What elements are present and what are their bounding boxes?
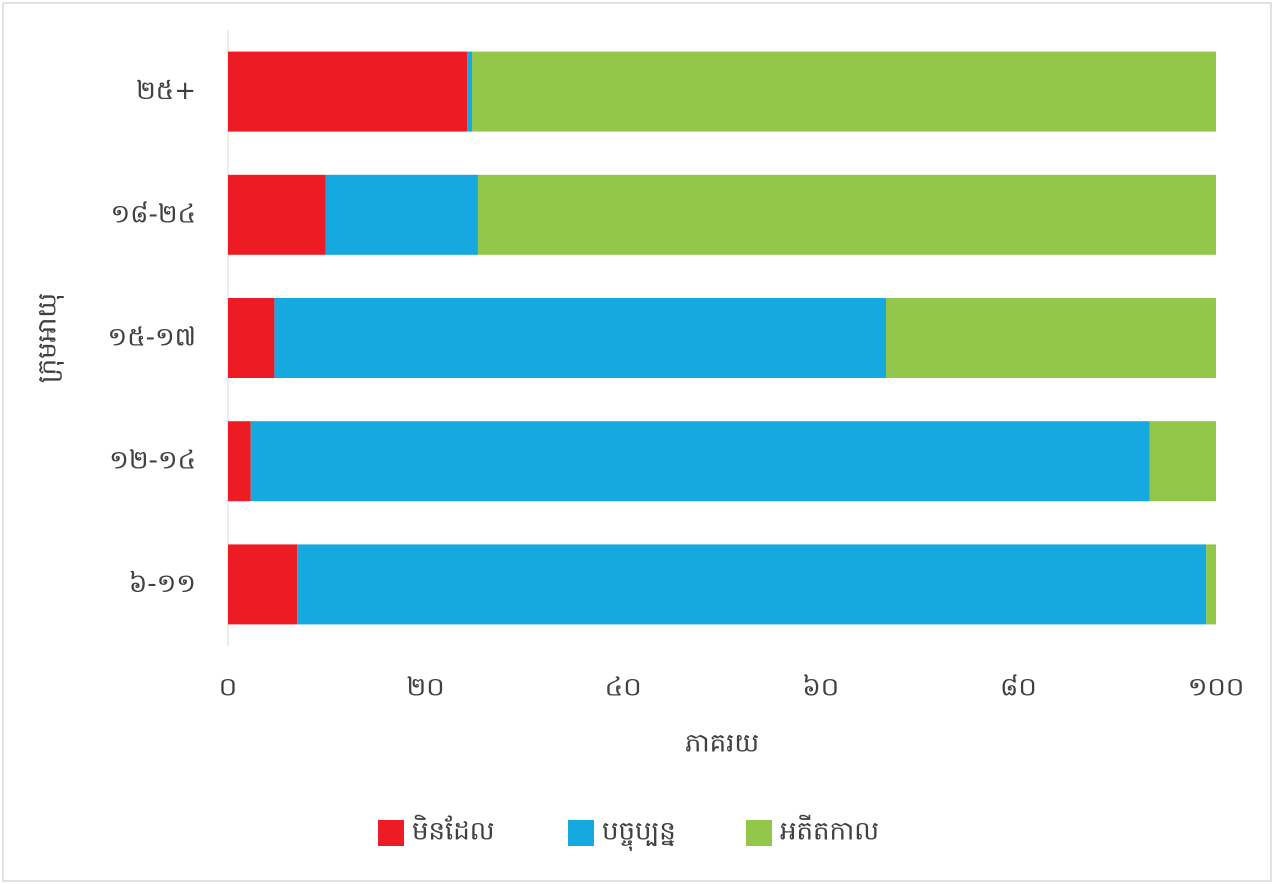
y-tick-label: ២៥+ xyxy=(136,76,196,106)
bar-segment xyxy=(1206,544,1216,625)
bar-segment xyxy=(297,544,1207,625)
x-tick-label: ២០ xyxy=(407,673,445,703)
bar-segment xyxy=(472,51,1216,132)
y-tick-label: ១៥-១៧ xyxy=(108,323,196,353)
bar-segment xyxy=(477,174,1216,255)
legend-swatch xyxy=(378,820,404,846)
x-tick-label: ៨០ xyxy=(1000,673,1037,703)
legend-swatch xyxy=(746,820,772,846)
x-axis-title: ភាគរយ xyxy=(685,729,759,759)
x-tick-label: ៤០ xyxy=(605,673,642,703)
bar-segment xyxy=(228,174,326,255)
bar-segment xyxy=(1149,421,1216,502)
bar-segment xyxy=(274,298,887,378)
x-tick-label: ០ xyxy=(219,673,237,703)
bar-segment xyxy=(467,51,473,132)
bar-segment xyxy=(228,298,275,378)
legend-label: មិនដែល xyxy=(412,815,495,847)
y-tick-label: ១២-១៤ xyxy=(109,446,196,476)
bar-segment xyxy=(250,421,1150,502)
x-tick-label: ៦០ xyxy=(802,673,839,703)
legend-label: បច្ចុប្បន្ន xyxy=(602,817,676,852)
bar-segment xyxy=(228,421,251,502)
y-axis-title: ក្រុមអាយុ xyxy=(33,293,65,383)
bar-segment xyxy=(886,298,1216,378)
bar-segment xyxy=(228,544,298,625)
legend-swatch xyxy=(568,820,594,846)
legend-label: អតីតកាល xyxy=(780,815,879,847)
y-tick-label: ៦-១១ xyxy=(129,569,196,599)
bar-segment xyxy=(228,51,468,132)
bar-segment xyxy=(325,174,478,255)
x-tick-label: ១០០ xyxy=(1188,673,1245,703)
y-tick-label: ១៨-២៤ xyxy=(110,199,196,229)
